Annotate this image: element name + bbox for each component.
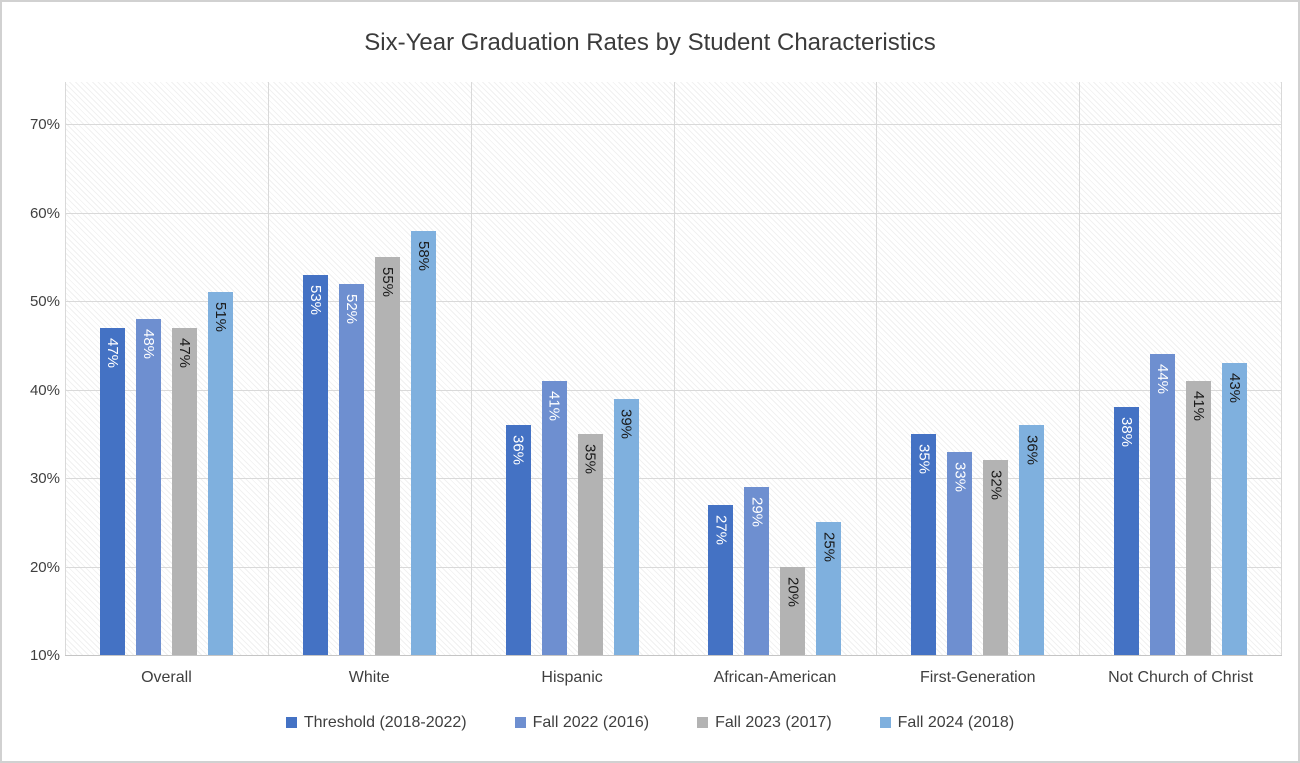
legend-item: Fall 2022 (2016)	[514, 712, 650, 733]
bar: 41%	[541, 380, 567, 655]
bar: 47%	[99, 327, 125, 655]
bar-label: 47%	[103, 337, 121, 368]
bar: 47%	[171, 327, 197, 655]
y-tick-label: 40%	[29, 381, 60, 399]
gridline-h	[65, 478, 1282, 480]
legend-label: Fall 2024 (2018)	[897, 714, 1015, 731]
legend-swatch	[514, 717, 526, 728]
bar-label: 36%	[1023, 435, 1041, 466]
legend-swatch	[697, 717, 709, 728]
gridline-v	[674, 82, 675, 655]
bar-label: 41%	[545, 390, 563, 421]
bar: 32%	[983, 460, 1009, 655]
bar-label: 53%	[306, 284, 324, 315]
x-category-label: African-American	[713, 669, 837, 686]
x-category-label: Not Church of Christ	[1108, 669, 1254, 686]
x-category-label: First-Generation	[919, 669, 1036, 686]
bar: 33%	[947, 451, 973, 655]
gridline-v	[876, 82, 877, 655]
bar-label: 58%	[414, 240, 432, 271]
bar-label: 44%	[1154, 364, 1172, 395]
bar-label: 51%	[211, 302, 229, 333]
bar: 36%	[1019, 425, 1045, 655]
bar-label: 20%	[784, 576, 802, 607]
gridline-v	[65, 82, 66, 655]
x-category-label: Hispanic	[541, 669, 603, 686]
bar-label: 33%	[951, 461, 969, 492]
gridline-h	[65, 124, 1282, 126]
bar-label: 48%	[139, 328, 157, 360]
bar-label: 39%	[617, 408, 635, 439]
gridline-h	[65, 212, 1282, 214]
bar-label: 29%	[748, 497, 766, 528]
bar: 43%	[1222, 363, 1248, 655]
y-tick-label: 50%	[29, 293, 60, 311]
gridline-h	[65, 389, 1282, 391]
bar-label: 32%	[987, 470, 1005, 501]
gridline-v	[268, 82, 269, 655]
chart-title: Six-Year Graduation Rates by Student Cha…	[364, 29, 936, 56]
legend-label: Fall 2023 (2017)	[715, 714, 832, 731]
y-tick-label: 30%	[29, 470, 60, 488]
bar-label: 43%	[1226, 373, 1244, 404]
plot-area: 47% 48% 47% 51% 53% 52% 55% 58% 36% 41% 35% 39% 27% 2…	[65, 82, 1282, 656]
legend-label: Fall 2022 (2016)	[532, 714, 650, 731]
x-category-label: Overall	[141, 669, 192, 686]
y-axis: 10% 20% 30% 40% 50% 60% 70%	[2, 82, 60, 663]
bar-label: 52%	[342, 293, 360, 324]
bar: 20%	[780, 566, 806, 655]
bar: 35%	[577, 433, 603, 655]
gridline-h	[65, 301, 1282, 303]
bar: 41%	[1186, 380, 1212, 655]
bar: 36%	[505, 425, 531, 655]
y-tick-label: 60%	[29, 204, 60, 222]
bar-label: 25%	[820, 532, 838, 563]
legend-item: Fall 2023 (2017)	[697, 712, 832, 733]
legend: Threshold (2018-2022) Fall 2022 (2016) Fal…	[2, 712, 1298, 733]
bar: 39%	[613, 398, 639, 655]
legend-item: Fall 2024 (2018)	[879, 712, 1015, 733]
gridline-v	[1079, 82, 1080, 655]
bar: 48%	[135, 318, 161, 655]
legend-swatch	[879, 717, 891, 728]
bar: 29%	[744, 487, 770, 655]
bar: 51%	[207, 292, 233, 655]
y-tick-label: 10%	[29, 647, 60, 664]
bar-label: 27%	[712, 514, 730, 545]
x-category-label: White	[348, 669, 390, 686]
bar-label: 55%	[378, 267, 396, 298]
y-tick-label: 70%	[29, 116, 60, 134]
y-tick-label: 20%	[29, 558, 60, 576]
bar: 38%	[1114, 407, 1140, 655]
legend-swatch	[285, 717, 297, 728]
legend-item: Threshold (2018-2022)	[285, 712, 467, 733]
bar-label: 41%	[1190, 390, 1208, 421]
bar-label: 38%	[1118, 417, 1136, 448]
bar: 55%	[374, 257, 400, 655]
bar: 27%	[708, 504, 734, 655]
bar-label: 35%	[915, 443, 933, 474]
gridline-v	[1281, 82, 1282, 655]
bar: 25%	[816, 522, 842, 655]
bar-label: 35%	[581, 443, 599, 474]
legend-label: Threshold (2018-2022)	[303, 714, 467, 731]
bar: 35%	[911, 433, 937, 655]
bar-label: 47%	[175, 337, 193, 368]
bar: 44%	[1150, 354, 1176, 655]
gridline-h	[65, 566, 1282, 568]
gridline-v	[471, 82, 472, 655]
bar-label: 36%	[509, 435, 527, 466]
bar: 58%	[410, 230, 436, 655]
bar: 53%	[302, 274, 328, 655]
bar: 52%	[338, 283, 364, 655]
x-axis: Overall White Hispanic African-American Firs…	[65, 667, 1282, 691]
